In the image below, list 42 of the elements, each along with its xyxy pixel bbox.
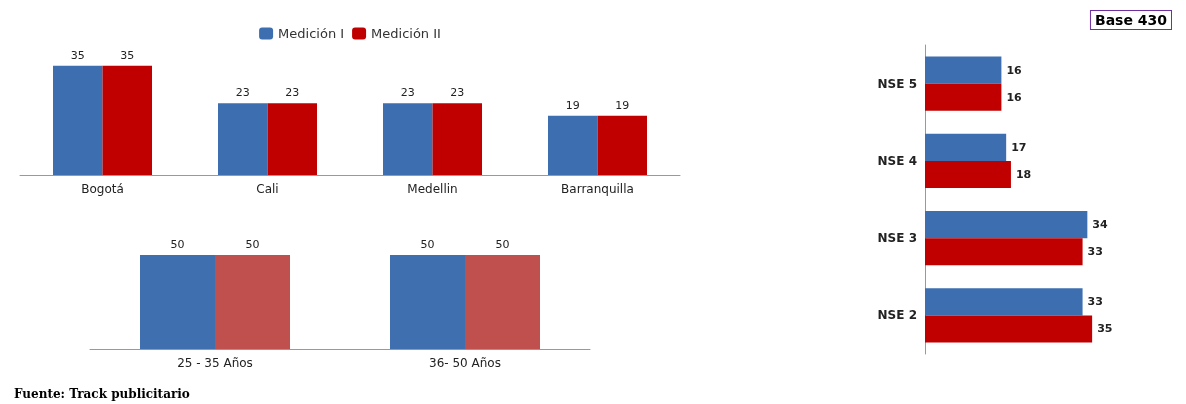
x-tick-label: Cali xyxy=(256,182,279,196)
data-label: 35 xyxy=(120,48,135,62)
x-tick-label: Bogotá xyxy=(81,182,124,196)
bar xyxy=(925,56,1002,84)
data-label: 23 xyxy=(235,86,250,100)
y-tick-label: NSE 4 xyxy=(877,153,917,168)
data-label: 35 xyxy=(1097,322,1113,336)
x-tick-label: Medellin xyxy=(407,182,458,196)
data-label: 50 xyxy=(170,238,185,251)
bar xyxy=(925,315,1093,343)
source-note: Fuente: Track publicitario xyxy=(14,387,190,401)
bar xyxy=(925,83,1002,111)
bar xyxy=(925,160,1011,188)
data-label: 17 xyxy=(1011,140,1027,154)
data-label: 19 xyxy=(565,98,580,112)
data-label: 33 xyxy=(1087,295,1103,309)
data-label: 19 xyxy=(615,98,630,112)
data-label: 34 xyxy=(1092,218,1108,232)
data-label: 16 xyxy=(1006,63,1023,77)
data-label: 16 xyxy=(1006,90,1023,104)
data-label: 50 xyxy=(245,238,260,251)
x-tick-label: Barranquilla xyxy=(561,182,634,196)
bar xyxy=(925,133,1007,161)
x-tick-label: 25 - 35 Años xyxy=(177,356,253,370)
y-tick-label: NSE 3 xyxy=(877,231,917,246)
data-label: 23 xyxy=(450,86,465,100)
bar xyxy=(925,238,1083,266)
legend-label: Medición II xyxy=(371,26,441,41)
y-tick-label: NSE 2 xyxy=(877,308,917,323)
y-tick-label: NSE 5 xyxy=(877,76,917,91)
data-label: 33 xyxy=(1087,245,1103,259)
data-label: 35 xyxy=(70,48,85,62)
data-label: 23 xyxy=(285,86,300,100)
bar xyxy=(925,211,1088,239)
data-label: 23 xyxy=(400,86,415,100)
text: Base 430 xyxy=(1094,12,1168,28)
data-label: 50 xyxy=(420,238,435,251)
bar xyxy=(925,288,1083,316)
x-tick-label: 36- 50 Años xyxy=(429,356,501,370)
data-label: 18 xyxy=(1015,167,1032,181)
data-label: 50 xyxy=(495,238,510,251)
legend-label: Medición I xyxy=(278,26,345,41)
